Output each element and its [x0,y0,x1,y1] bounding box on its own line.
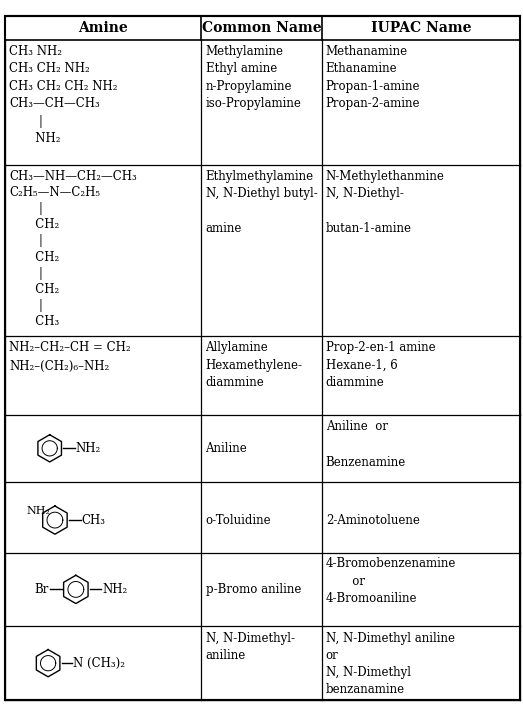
Text: CH₃ NH₂
CH₃ CH₂ NH₂
CH₃ CH₂ CH₂ NH₂
CH₃—CH—CH₃
        |
       NH₂: CH₃ NH₂ CH₃ CH₂ NH₂ CH₃ CH₂ CH₂ NH₂ CH₃—… [9,45,118,145]
Text: Methanamine
Ethanamine
Propan-1-amine
Propan-2-amine: Methanamine Ethanamine Propan-1-amine Pr… [326,45,420,110]
Text: NH₂: NH₂ [102,583,127,596]
Text: NH₂–CH₂–CH = CH₂
NH₂–(CH₂)₆–NH₂: NH₂–CH₂–CH = CH₂ NH₂–(CH₂)₆–NH₂ [9,341,131,373]
Text: Br: Br [35,583,49,596]
Text: CH₃: CH₃ [81,513,105,527]
Text: Ethylmethylamine
N, N-Diethyl butyl-

amine: Ethylmethylamine N, N-Diethyl butyl- ami… [206,169,317,235]
Text: Aniline: Aniline [206,442,247,455]
Text: p-Bromo aniline: p-Bromo aniline [206,583,301,596]
Text: Amine: Amine [78,21,128,35]
Text: N (CH₃)₂: N (CH₃)₂ [73,657,124,670]
Text: NH₂: NH₂ [75,442,100,455]
Text: NH₂: NH₂ [26,506,50,516]
Text: Allylamine
Hexamethylene-
diammine: Allylamine Hexamethylene- diammine [206,341,302,389]
Text: CH₃—NH—CH₂—CH₃
C₂H₅—N—C₂H₅
        |
       CH₂
        |
       CH₂
        |
 : CH₃—NH—CH₂—CH₃ C₂H₅—N—C₂H₅ | CH₂ | CH₂ | [9,169,137,328]
Text: N-Methylethanmine
N, N-Diethyl-

butan-1-amine: N-Methylethanmine N, N-Diethyl- butan-1-… [326,169,445,235]
Text: 2-Aminotoluene: 2-Aminotoluene [326,513,419,527]
Text: IUPAC Name: IUPAC Name [371,21,471,35]
Text: Common Name: Common Name [202,21,321,35]
Text: o-Toluidine: o-Toluidine [206,513,271,527]
Text: N, N-Dimethyl aniline
or
N, N-Dimethyl
benzanamine: N, N-Dimethyl aniline or N, N-Dimethyl b… [326,632,455,696]
Text: Methylamine
Ethyl amine
n-Propylamine
iso-Propylamine: Methylamine Ethyl amine n-Propylamine is… [206,45,301,110]
Text: N, N-Dimethyl-
aniline: N, N-Dimethyl- aniline [206,632,294,662]
Text: Prop-2-en-1 amine
Hexane-1, 6
diammine: Prop-2-en-1 amine Hexane-1, 6 diammine [326,341,436,389]
Text: 4-Bromobenzenamine
       or
4-Bromoaniline: 4-Bromobenzenamine or 4-Bromoaniline [326,557,456,605]
Text: Aniline  or

Benzenamine: Aniline or Benzenamine [326,420,406,469]
